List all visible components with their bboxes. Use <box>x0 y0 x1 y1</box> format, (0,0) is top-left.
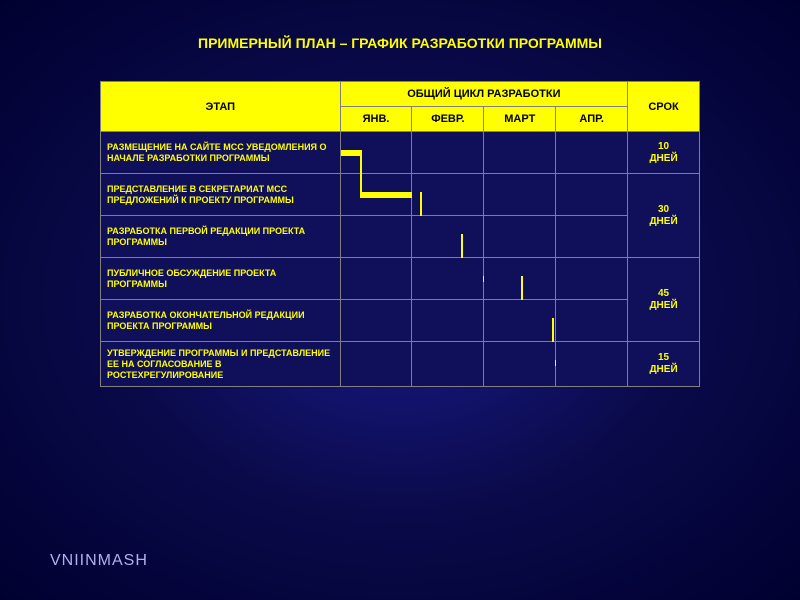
table-row: ПУБЛИЧНОЕ ОБСУЖДЕНИЕ ПРОЕКТА ПРОГРАММЫ45… <box>101 258 700 300</box>
month-cell <box>484 174 556 216</box>
duration-cell: 15ДНЕЙ <box>628 342 700 387</box>
month-cell <box>340 174 412 216</box>
header-month-2: МАРТ <box>484 107 556 132</box>
gantt-table: ЭТАП ОБЩИЙ ЦИКЛ РАЗРАБОТКИ СРОК ЯНВ. ФЕВ… <box>100 81 700 387</box>
stage-label: РАЗМЕЩЕНИЕ НА САЙТЕ МСС УВЕДОМЛЕНИЯ О НА… <box>101 132 341 174</box>
header-cycle: ОБЩИЙ ЦИКЛ РАЗРАБОТКИ <box>340 82 628 107</box>
stage-label: УТВЕРЖДЕНИЕ ПРОГРАММЫ И ПРЕДСТАВЛЕНИЕ ЕЕ… <box>101 342 341 387</box>
duration-cell: 30ДНЕЙ <box>628 174 700 258</box>
month-cell <box>340 300 412 342</box>
month-cell <box>412 342 484 387</box>
month-cell <box>412 300 484 342</box>
table-row: УТВЕРЖДЕНИЕ ПРОГРАММЫ И ПРЕДСТАВЛЕНИЕ ЕЕ… <box>101 342 700 387</box>
stage-label: ПРЕДСТАВЛЕНИЕ В СЕКРЕТАРИАТ МСС ПРЕДЛОЖЕ… <box>101 174 341 216</box>
month-cell <box>556 174 628 216</box>
duration-cell: 45ДНЕЙ <box>628 258 700 342</box>
table-row: РАЗМЕЩЕНИЕ НА САЙТЕ МСС УВЕДОМЛЕНИЯ О НА… <box>101 132 700 174</box>
month-cell <box>484 132 556 174</box>
month-cell <box>340 258 412 300</box>
footer-brand: VNIINMASH <box>50 552 148 570</box>
header-srok: СРОК <box>628 82 700 132</box>
month-cell <box>556 258 628 300</box>
stage-label: ПУБЛИЧНОЕ ОБСУЖДЕНИЕ ПРОЕКТА ПРОГРАММЫ <box>101 258 341 300</box>
stage-label: РАЗРАБОТКА ПЕРВОЙ РЕДАКЦИИ ПРОЕКТА ПРОГР… <box>101 216 341 258</box>
month-cell <box>556 300 628 342</box>
gantt-bar <box>341 150 360 156</box>
header-month-0: ЯНВ. <box>340 107 412 132</box>
table-row: РАЗРАБОТКА ОКОНЧАТЕЛЬНОЙ РЕДАКЦИИ ПРОЕКТ… <box>101 300 700 342</box>
header-stage: ЭТАП <box>101 82 341 132</box>
header-month-3: АПР. <box>556 107 628 132</box>
month-cell <box>412 132 484 174</box>
month-cell <box>412 216 484 258</box>
month-cell <box>556 342 628 387</box>
month-cell <box>340 132 412 174</box>
stage-label: РАЗРАБОТКА ОКОНЧАТЕЛЬНОЙ РЕДАКЦИИ ПРОЕКТ… <box>101 300 341 342</box>
month-cell <box>340 342 412 387</box>
month-cell <box>484 300 556 342</box>
table-row: РАЗРАБОТКА ПЕРВОЙ РЕДАКЦИИ ПРОЕКТА ПРОГР… <box>101 216 700 258</box>
month-cell <box>412 258 484 300</box>
month-cell <box>484 216 556 258</box>
month-cell <box>556 216 628 258</box>
month-cell <box>412 174 484 216</box>
header-month-1: ФЕВР. <box>412 107 484 132</box>
table-row: ПРЕДСТАВЛЕНИЕ В СЕКРЕТАРИАТ МСС ПРЕДЛОЖЕ… <box>101 174 700 216</box>
month-cell <box>556 132 628 174</box>
gantt-bar <box>360 192 420 198</box>
month-cell <box>484 342 556 387</box>
page-title: ПРИМЕРНЫЙ ПЛАН – ГРАФИК РАЗРАБОТКИ ПРОГР… <box>0 0 800 51</box>
month-cell <box>340 216 412 258</box>
duration-cell: 10ДНЕЙ <box>628 132 700 174</box>
month-cell <box>484 258 556 300</box>
gantt-chart: ЭТАП ОБЩИЙ ЦИКЛ РАЗРАБОТКИ СРОК ЯНВ. ФЕВ… <box>100 81 700 387</box>
